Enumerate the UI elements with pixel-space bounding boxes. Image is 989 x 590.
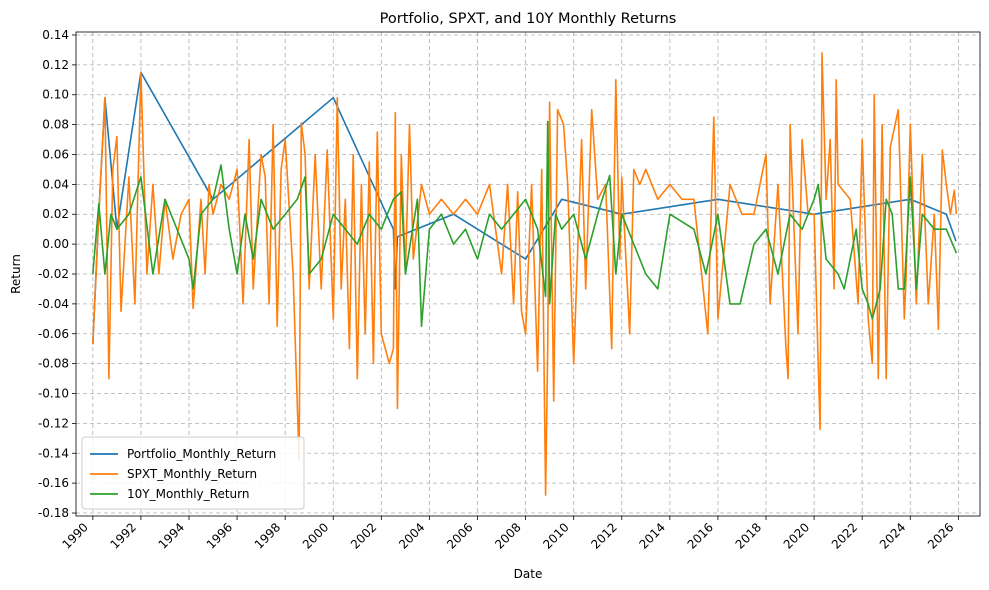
series-line-10y-monthly-return <box>92 120 958 328</box>
y-tick-label: 0.08 <box>42 118 69 132</box>
y-tick-label: -0.04 <box>38 297 69 311</box>
y-tick-label: -0.12 <box>38 416 69 430</box>
y-tick-label: 0.10 <box>42 88 69 102</box>
legend-label: SPXT_Monthly_Return <box>127 467 257 481</box>
y-axis-label: Return <box>9 254 23 294</box>
x-axis-label: Date <box>514 567 543 581</box>
y-tick-label: -0.16 <box>38 476 69 490</box>
legend-label: 10Y_Monthly_Return <box>127 487 249 501</box>
y-tick-label: -0.10 <box>38 387 69 401</box>
legend-label: Portfolio_Monthly_Return <box>127 447 276 461</box>
y-axis: -0.18 -0.16 -0.14 -0.12 -0.10 -0.08 -0.06 -0.04… <box>38 28 76 520</box>
y-tick-label: 0.14 <box>42 28 69 42</box>
series-lines <box>92 52 958 496</box>
legend-box <box>81 436 305 510</box>
series-line-spxt-monthly-return <box>92 52 958 496</box>
y-tick-label: -0.06 <box>38 327 69 341</box>
y-tick-label: 0.06 <box>42 147 69 161</box>
legend: Portfolio_Monthly_Return SPXT_Monthly_Ret… <box>81 436 305 510</box>
chart-title: Portfolio, SPXT, and 10Y Monthly Returns <box>380 11 677 27</box>
y-tick-label: -0.02 <box>38 267 69 281</box>
y-tick-label: 0.02 <box>42 207 69 221</box>
y-tick-label: 0.00 <box>42 237 69 251</box>
y-tick-label: -0.08 <box>38 357 69 371</box>
y-tick-label: 0.04 <box>42 177 69 191</box>
y-tick-label: -0.14 <box>38 446 69 460</box>
y-tick-label: 0.12 <box>42 58 69 72</box>
y-tick-label: -0.18 <box>38 506 69 520</box>
grid <box>76 32 980 516</box>
